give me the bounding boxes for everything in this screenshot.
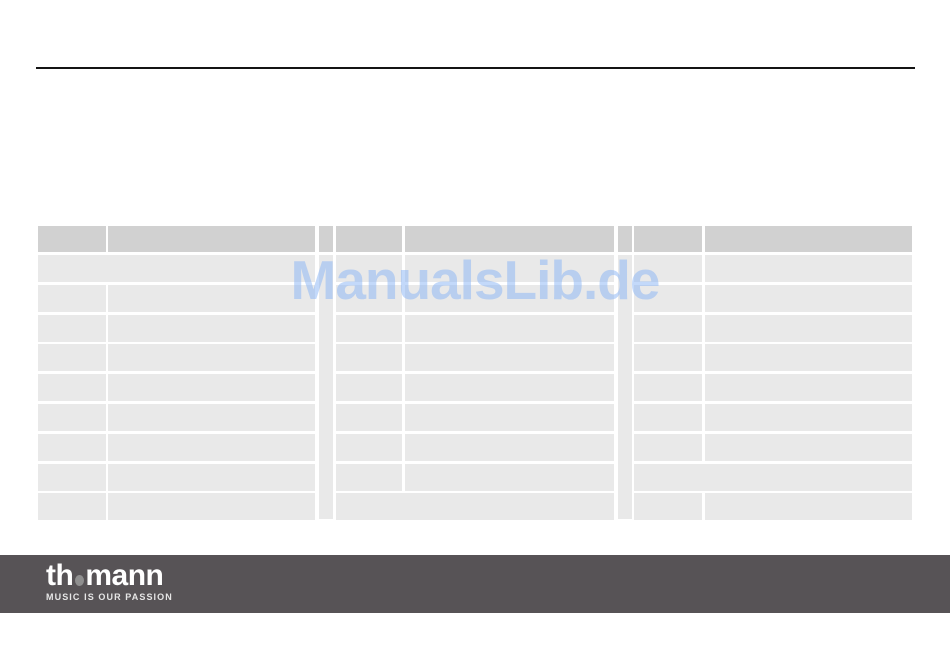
- table-header-cell: [405, 226, 614, 252]
- table-cell: [634, 344, 702, 372]
- table-header-cell: [618, 226, 632, 252]
- table-cell: [336, 404, 402, 431]
- table-separator-strip: [319, 255, 333, 519]
- table-cell: [705, 344, 912, 372]
- table-cell: [108, 463, 315, 491]
- table-cell: [108, 284, 315, 312]
- logo-dot-icon: [75, 575, 85, 586]
- table-cell: [38, 404, 106, 431]
- table-cell: [38, 284, 106, 312]
- table-header-cell: [108, 226, 315, 252]
- footer-bar: th mann MUSIC IS OUR PASSION: [0, 555, 950, 613]
- table-cell: [108, 404, 315, 431]
- table-header-cell: [705, 226, 912, 252]
- table-cell: [108, 314, 315, 342]
- table-cell: [634, 255, 702, 282]
- table-cell: [38, 493, 106, 521]
- table-cell: [38, 344, 106, 372]
- thomann-logo: th mann MUSIC IS OUR PASSION: [46, 561, 950, 603]
- table-cell: [405, 344, 614, 372]
- table-cell: [705, 433, 912, 461]
- table-cell: [405, 433, 614, 461]
- table-separator-strip: [618, 255, 632, 519]
- logo-text-mann: mann: [85, 559, 164, 592]
- table-cell: [108, 374, 315, 402]
- table-cell: [336, 374, 402, 402]
- table-cell: [705, 314, 912, 342]
- table-cell: [405, 463, 614, 491]
- table-cell: [634, 493, 702, 521]
- table-cell: [336, 255, 402, 282]
- table-cell: [38, 433, 106, 461]
- table-cell: [705, 374, 912, 402]
- table-cell: [634, 374, 702, 402]
- table-cell: [405, 404, 614, 431]
- table-cell: [108, 433, 315, 461]
- table-cell: [108, 493, 315, 521]
- table-cell: [336, 284, 402, 312]
- table-cell: [634, 404, 702, 431]
- table-header-cell: [634, 226, 702, 252]
- logo-text-th: th: [46, 559, 74, 592]
- table-cell: [405, 284, 614, 312]
- table-merged-cell: [336, 493, 614, 521]
- table-cell: [405, 255, 614, 282]
- footer-tagline: MUSIC IS OUR PASSION: [46, 592, 173, 602]
- table-header-cell: [38, 226, 106, 252]
- table-cell: [634, 433, 702, 461]
- table-cell: [336, 344, 402, 372]
- table-cell: [705, 284, 912, 312]
- table-cell: [634, 284, 702, 312]
- table-cell: [705, 493, 912, 521]
- table-cell: [405, 314, 614, 342]
- table-cell: [38, 374, 106, 402]
- table-cell: [405, 374, 614, 402]
- table-cell: [38, 314, 106, 342]
- table-cell: [336, 433, 402, 461]
- table-cell: [634, 314, 702, 342]
- table-cell: [336, 314, 402, 342]
- table-cell: [108, 344, 315, 372]
- table-cell: [38, 463, 106, 491]
- table-header-cell: [336, 226, 402, 252]
- thomann-logo-wordmark: th mann: [46, 561, 950, 591]
- table-header-cell: [319, 226, 333, 252]
- header-rule: [36, 67, 915, 69]
- table-merged-cell: [38, 255, 315, 282]
- table-cell: [336, 463, 402, 491]
- table-cell: [705, 404, 912, 431]
- table-merged-cell: [634, 463, 912, 491]
- table-cell: [705, 255, 912, 282]
